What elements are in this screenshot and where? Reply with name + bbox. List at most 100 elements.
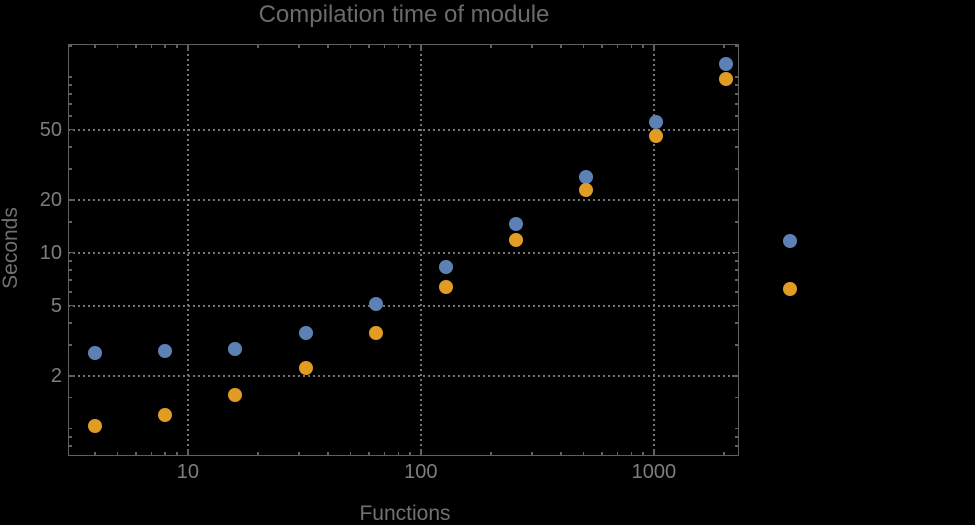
y-tick-right-9	[735, 260, 739, 262]
y-tick-left-150	[68, 45, 72, 47]
y-tick-left-1	[68, 427, 72, 430]
x-tick-top-2000	[723, 44, 725, 48]
x-tick-bottom-30	[298, 452, 300, 456]
y-tick-right-20	[732, 199, 739, 201]
data-point-series-blue-x128	[438, 259, 453, 274]
y-tick-left-40	[68, 146, 72, 148]
data-point-series-blue-x8	[158, 344, 173, 359]
y-tick-left-4	[68, 322, 72, 324]
y-tick-right-5	[732, 304, 739, 307]
y-tick-right-4	[735, 322, 739, 324]
x-tick-bottom-60	[368, 452, 370, 456]
data-point-series-blue-x4	[88, 345, 103, 360]
y-tick-left-60	[68, 115, 72, 117]
data-point-series-orange-x2048	[719, 72, 734, 87]
x-tick-bottom-400	[560, 452, 562, 456]
y-tick-right-7	[735, 279, 739, 281]
gridline-y-10	[68, 251, 739, 254]
x-tick-bottom-70	[383, 452, 386, 456]
y-tick-label-2: 2	[50, 364, 62, 387]
legend-marker-series-blue	[783, 234, 797, 248]
y-tick-left-30	[68, 168, 72, 170]
x-tick-bottom-800	[630, 452, 632, 456]
y-tick-right-40	[735, 146, 739, 148]
gridline-y-2	[68, 374, 739, 377]
y-tick-right-10	[732, 251, 739, 254]
x-tick-bottom-90	[409, 452, 411, 456]
plot-frame	[68, 44, 739, 456]
y-tick-right-100	[735, 76, 739, 78]
y-tick-right-6	[735, 291, 739, 293]
x-tick-top-100	[420, 44, 422, 51]
y-tick-right-0.8	[735, 445, 739, 447]
data-point-series-orange-x4	[88, 419, 103, 434]
x-tick-top-30	[298, 44, 300, 48]
y-tick-left-3	[68, 344, 72, 346]
x-tick-bottom-50	[349, 452, 352, 456]
x-tick-top-8	[164, 44, 166, 48]
y-tick-right-1	[735, 427, 739, 430]
y-tick-right-80	[735, 93, 739, 95]
data-point-series-orange-x32	[298, 361, 313, 376]
x-tick-bottom-900	[642, 452, 644, 456]
data-point-series-orange-x64	[368, 325, 383, 340]
y-tick-left-9	[68, 260, 72, 262]
y-tick-left-1.5	[68, 396, 72, 399]
x-tick-bottom-5	[116, 452, 119, 456]
gridline-x-1000	[652, 44, 655, 456]
x-tick-top-300	[531, 44, 533, 48]
gridline-y-50	[68, 128, 739, 131]
data-point-series-orange-x8	[158, 407, 173, 422]
data-point-series-orange-x128	[438, 279, 453, 294]
x-tick-top-400	[560, 44, 562, 48]
x-tick-top-40	[327, 44, 329, 48]
x-tick-top-7	[150, 44, 153, 48]
x-tick-top-1000	[653, 44, 655, 51]
x-tick-label-1000: 1000	[631, 461, 677, 483]
y-tick-right-0.9	[735, 436, 739, 438]
x-tick-top-6	[135, 44, 137, 48]
x-tick-top-10	[187, 44, 189, 51]
y-tick-right-90	[735, 84, 739, 86]
y-tick-label-5: 5	[50, 294, 62, 317]
x-tick-bottom-700	[616, 452, 619, 456]
data-point-series-orange-x256	[508, 233, 523, 248]
x-tick-bottom-4	[94, 452, 96, 456]
x-tick-top-9	[176, 44, 178, 48]
y-tick-left-20	[68, 199, 75, 201]
y-tick-left-7	[68, 279, 72, 281]
x-tick-bottom-9	[176, 452, 178, 456]
y-tick-label-10: 10	[39, 241, 62, 264]
y-tick-left-8	[68, 269, 72, 271]
x-tick-top-90	[409, 44, 411, 48]
data-point-series-orange-x1024	[649, 129, 664, 144]
x-tick-top-200	[490, 44, 492, 48]
data-point-series-blue-x512	[579, 169, 594, 184]
gridline-y-20	[68, 198, 739, 201]
y-tick-left-80	[68, 93, 72, 95]
x-tick-bottom-600	[601, 452, 603, 456]
chart-title: Compilation time of module	[258, 1, 550, 28]
data-point-series-blue-x256	[508, 216, 523, 231]
y-tick-right-150	[735, 45, 739, 47]
x-tick-top-700	[616, 44, 619, 48]
x-tick-top-800	[630, 44, 632, 48]
x-tick-bottom-100	[420, 449, 422, 456]
y-tick-left-100	[68, 76, 72, 78]
x-tick-label-100: 100	[404, 461, 438, 483]
data-point-series-blue-x16	[228, 341, 243, 356]
x-tick-top-20	[257, 44, 259, 48]
data-point-series-blue-x2048	[719, 57, 734, 72]
x-tick-bottom-80	[397, 452, 399, 456]
y-tick-right-30	[735, 168, 739, 170]
y-tick-right-50	[732, 128, 739, 131]
data-point-series-blue-x64	[368, 297, 383, 312]
y-tick-left-10	[68, 251, 75, 254]
y-axis-label: Seconds	[0, 207, 22, 289]
y-tick-right-3	[735, 344, 739, 346]
x-tick-top-900	[642, 44, 644, 48]
x-tick-bottom-20	[257, 452, 259, 456]
x-tick-bottom-2000	[723, 452, 725, 456]
y-tick-label-20: 20	[39, 188, 62, 211]
x-tick-top-80	[397, 44, 399, 48]
